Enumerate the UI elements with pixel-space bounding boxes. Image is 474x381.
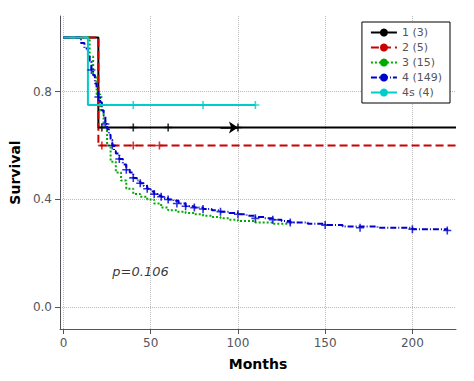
svg-text:100: 100	[226, 336, 249, 350]
svg-text:50: 50	[143, 336, 158, 350]
svg-text:0.4: 0.4	[33, 192, 52, 206]
svg-text:1 (3): 1 (3)	[402, 26, 428, 39]
svg-text:0.0: 0.0	[33, 300, 52, 314]
svg-text:Months: Months	[229, 356, 288, 372]
svg-text:3 (15): 3 (15)	[402, 56, 435, 69]
svg-text:4s (4): 4s (4)	[402, 86, 434, 99]
svg-text:p=0.106: p=0.106	[111, 264, 168, 279]
svg-text:0: 0	[60, 336, 68, 350]
svg-text:150: 150	[314, 336, 337, 350]
svg-text:200: 200	[401, 336, 424, 350]
svg-text:0.8: 0.8	[33, 85, 52, 99]
svg-text:2 (5): 2 (5)	[402, 41, 428, 54]
svg-text:Survival: Survival	[7, 140, 23, 204]
svg-text:4 (149): 4 (149)	[402, 71, 442, 84]
